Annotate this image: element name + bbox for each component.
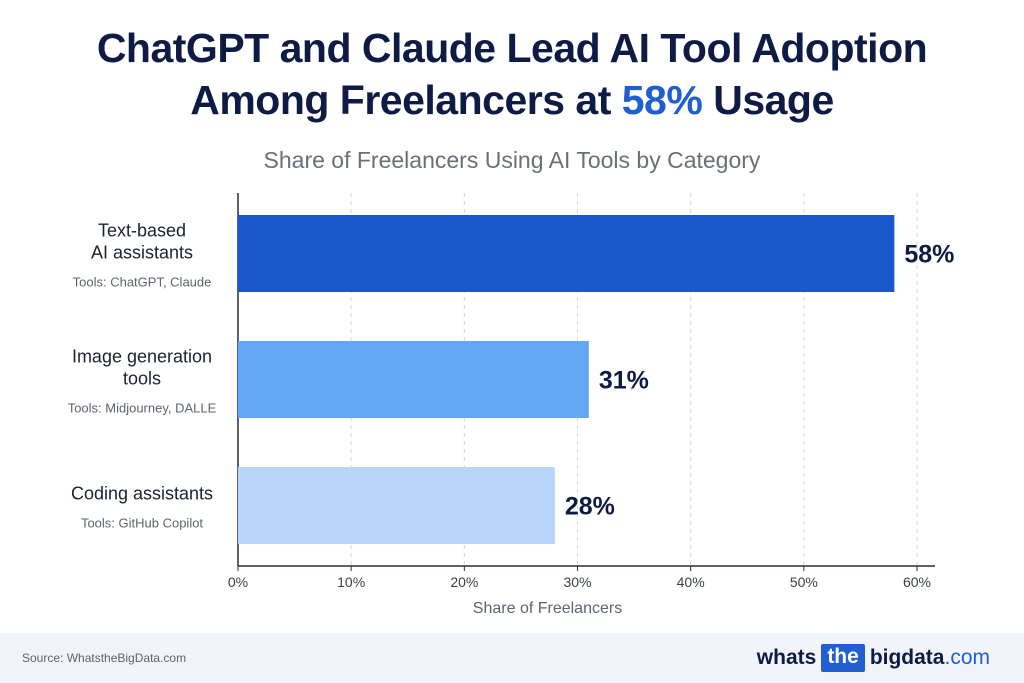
- bar-value-label: 58%: [904, 241, 954, 269]
- x-tick-label: 60%: [903, 574, 931, 590]
- title-line-2-end: Usage: [702, 77, 834, 123]
- bar-value-label: 31%: [599, 367, 649, 395]
- category-label: tools: [123, 369, 161, 389]
- chart-title: ChatGPT and Claude Lead AI Tool Adoption…: [0, 22, 1024, 126]
- title-line-2-start: Among Freelancers at: [190, 77, 622, 123]
- category-label: AI assistants: [91, 243, 193, 263]
- brand-logo: whats the bigdata.com: [757, 644, 990, 672]
- x-tick-label: 50%: [790, 574, 818, 590]
- title-highlight: 58%: [621, 77, 703, 123]
- brand-word-the: the: [821, 644, 865, 672]
- x-axis-label: Share of Freelancers: [473, 600, 622, 617]
- category-tools-label: Tools: Midjourney, DALLE: [68, 401, 217, 416]
- title-line-1: ChatGPT and Claude Lead AI Tool Adoption: [96, 25, 928, 71]
- brand-word-bigdata-text: bigdata: [869, 646, 945, 669]
- footer: Source: WhatstheBigData.com whats the bi…: [0, 633, 1024, 683]
- x-tick-label: 20%: [450, 574, 478, 590]
- brand-word-bigdata: bigdata.com: [870, 646, 990, 670]
- x-tick-label: 40%: [677, 574, 705, 590]
- chart-subtitle: Share of Freelancers Using AI Tools by C…: [263, 147, 761, 173]
- bar-chart: 0% 10% 20% 30% 40% 50% 60% Share of Freelancers…: [68, 193, 954, 617]
- source-text: Source: WhatstheBigData.com: [22, 651, 187, 665]
- brand-word-whats: whats: [756, 646, 817, 669]
- x-tick-label: 0%: [228, 574, 248, 590]
- bar: [238, 215, 895, 292]
- category-tools-label: Tools: GitHub Copilot: [81, 516, 203, 531]
- title-line-2: Among Freelancers at 58% Usage: [0, 74, 1024, 126]
- category-label: Coding assistants: [71, 484, 213, 504]
- bar: [238, 341, 589, 418]
- bar: [238, 467, 555, 544]
- brand-domain: .com: [944, 646, 990, 669]
- category-tools-label: Tools: ChatGPT, Claude: [73, 275, 212, 290]
- x-tick-label: 30%: [563, 574, 591, 590]
- category-label: Text-based: [98, 221, 186, 241]
- bar-value-label: 28%: [565, 493, 615, 521]
- x-tick-label: 10%: [337, 574, 365, 590]
- category-label: Image generation: [72, 347, 212, 367]
